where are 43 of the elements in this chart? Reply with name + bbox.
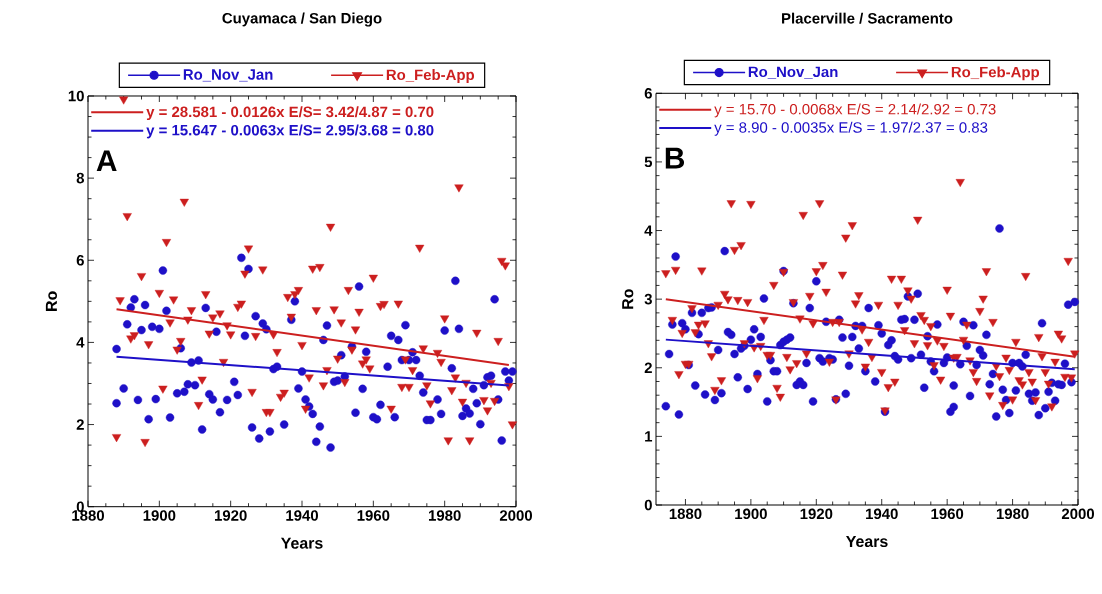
- legend-label: y = 8.90 - 0.0035x E/S = 1.97/2.37 = 0.83: [714, 121, 988, 136]
- y-tick-label: 6: [76, 254, 84, 266]
- legend-label: y = 28.581 - 0.0126x E/S= 3.42/4.87 = 0.70: [146, 106, 434, 121]
- annotation: A: [96, 150, 117, 171]
- x-tick-label: 2000: [499, 510, 532, 521]
- y-tick-label: 4: [76, 337, 85, 348]
- x-axis-title: Years: [846, 535, 888, 548]
- y-tick-label: 5: [644, 156, 653, 168]
- x-tick-label: 1980: [428, 510, 461, 521]
- x-tick-label: 2000: [1061, 508, 1095, 520]
- legend-label: y = 15.647 - 0.0063x E/S= 2.95/3.68 = 0.80: [146, 124, 434, 139]
- chart-title: Placerville / Sacramento: [782, 12, 953, 24]
- y-tick-label: 0: [644, 499, 652, 511]
- x-tick-label: 1920: [214, 510, 247, 521]
- x-tick-label: 1880: [669, 508, 702, 520]
- x-tick-label: 1880: [72, 510, 104, 521]
- y-tick-label: 0: [76, 501, 84, 512]
- y-tick-label: 2: [76, 419, 84, 430]
- x-tick-label: 1940: [286, 510, 318, 521]
- x-axis-title: Years: [280, 537, 323, 549]
- x-tick-label: 1920: [800, 508, 833, 520]
- x-tick-label: 1960: [931, 508, 964, 520]
- legend-label: Ro_Nov_Jan: [183, 69, 273, 82]
- y-tick-label: 1: [645, 431, 653, 442]
- y-tick-label: 8: [76, 172, 85, 184]
- legend-label: Ro_Feb-App: [386, 69, 475, 83]
- legend-label: y = 15.70 - 0.0068x E/S = 2.14/2.92 = 0.73: [714, 103, 996, 118]
- y-axis-title: Ro: [622, 289, 634, 309]
- annotation: B: [665, 147, 685, 169]
- x-tick-label: 1900: [735, 508, 767, 520]
- y-tick-label: 4: [644, 225, 653, 236]
- legend-label: Ro_Feb-App: [951, 66, 1040, 81]
- chart-title: Cuyamaca / San Diego: [222, 12, 382, 27]
- y-tick-label: 2: [644, 362, 652, 373]
- x-tick-label: 1980: [996, 508, 1029, 520]
- y-axis-title: Ro: [45, 291, 58, 311]
- x-tick-label: 1940: [866, 508, 898, 520]
- y-tick-label: 6: [644, 88, 652, 99]
- y-tick-label: 10: [68, 90, 84, 102]
- x-tick-label: 1960: [357, 510, 390, 521]
- y-tick-label: 3: [644, 293, 652, 305]
- x-tick-label: 1900: [143, 510, 176, 521]
- legend-label: Ro_Nov_Jan: [748, 66, 838, 79]
